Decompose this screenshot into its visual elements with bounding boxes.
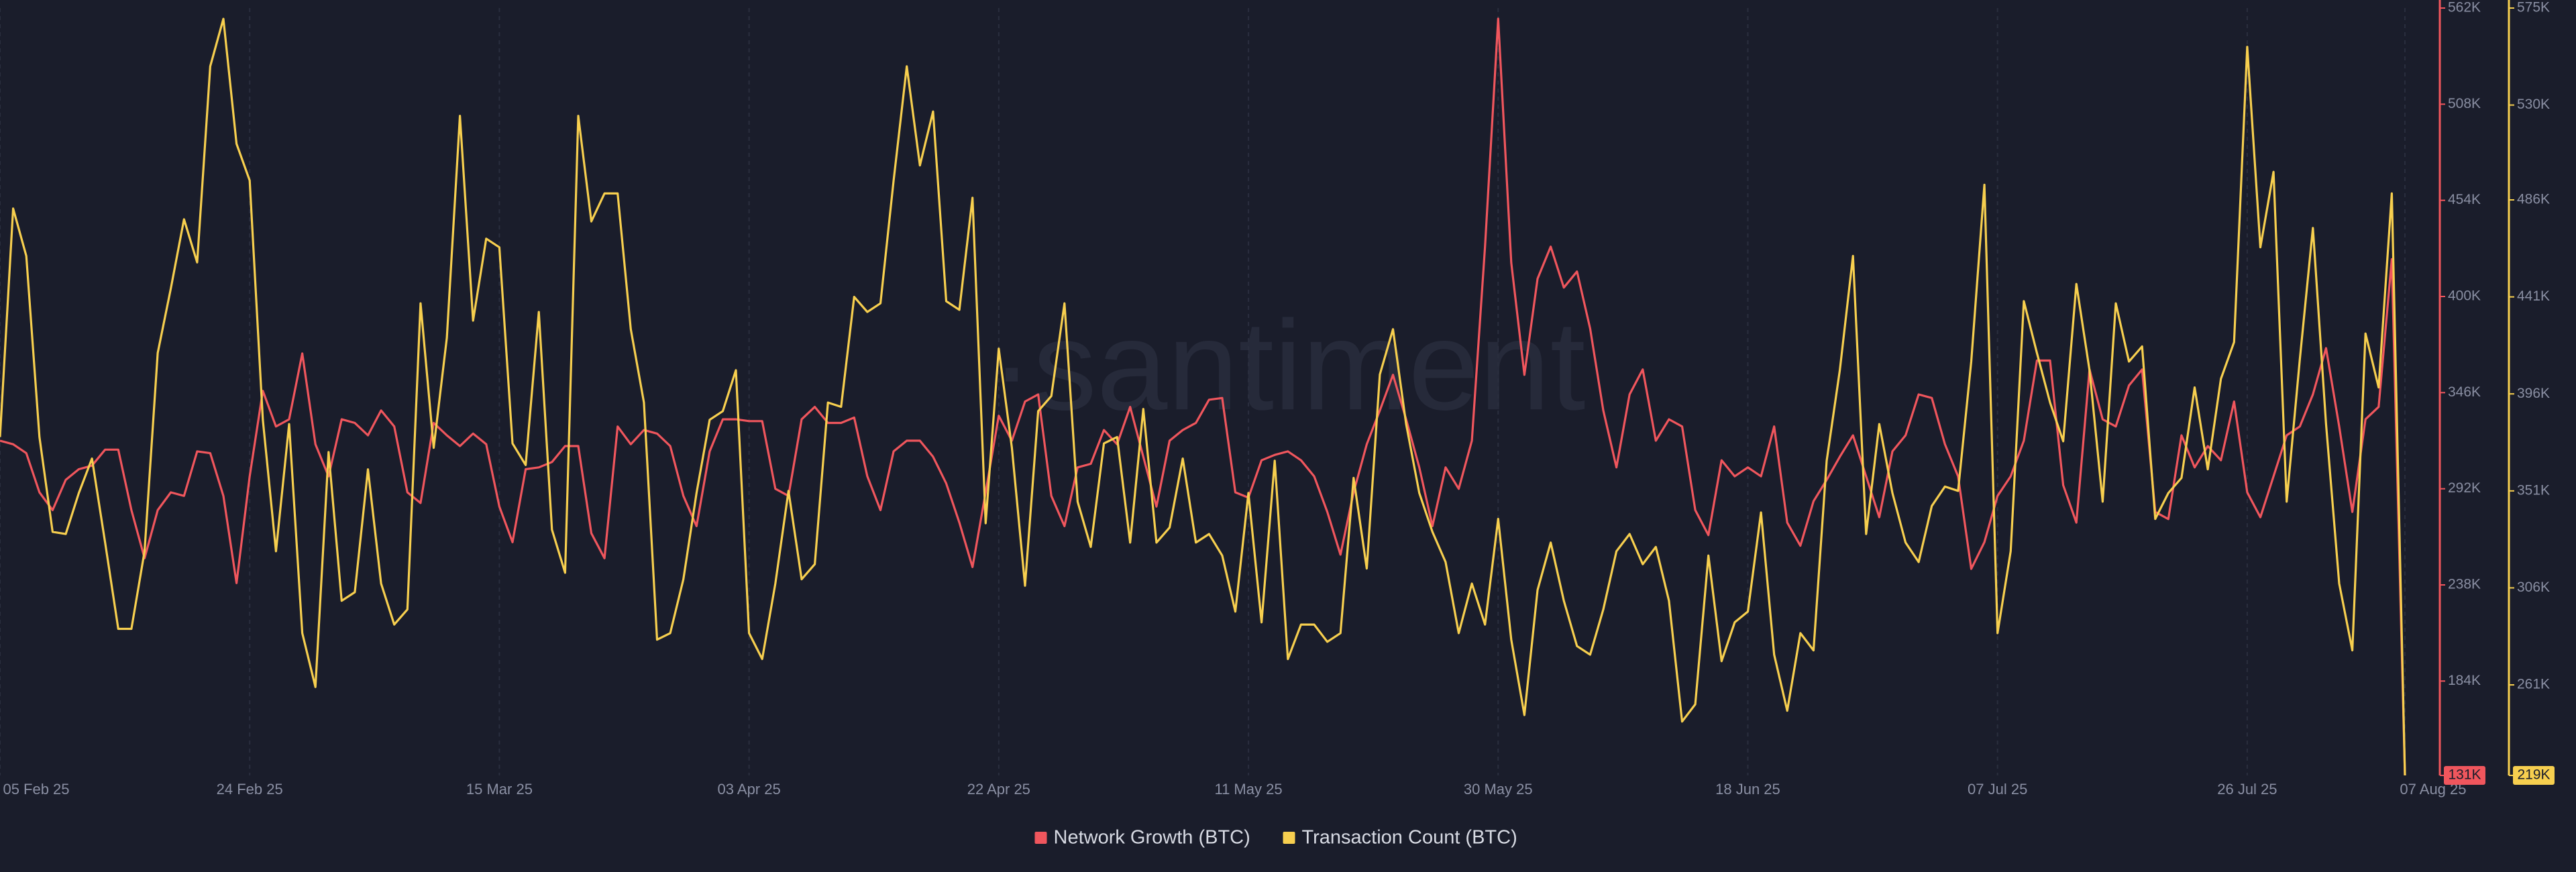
x-tick-label: 15 Mar 25 <box>466 781 533 798</box>
y-tick-label: 184K <box>2448 673 2481 688</box>
legend-label[interactable]: Network Growth (BTC) <box>1054 827 1250 849</box>
y-tick-label: 261K <box>2517 677 2550 692</box>
legend-swatch[interactable] <box>1034 832 1047 844</box>
legend-label[interactable]: Transaction Count (BTC) <box>1302 827 1517 849</box>
y-tick-label: 508K <box>2448 96 2481 111</box>
watermark: ·santiment <box>990 294 1585 437</box>
y-tick-label: 530K <box>2517 97 2550 112</box>
y-tick-label: 486K <box>2517 192 2550 207</box>
y-tick-label: 292K <box>2448 480 2481 496</box>
y-tick-label: 346K <box>2448 384 2481 400</box>
legend-swatch[interactable] <box>1283 832 1295 844</box>
x-tick-label: 22 Apr 25 <box>967 781 1030 798</box>
x-tick-label: 26 Jul 25 <box>2217 781 2277 798</box>
y-tick-label: 400K <box>2448 288 2481 304</box>
y-badge <box>2513 766 2555 785</box>
y-tick-label: 441K <box>2517 288 2550 304</box>
y-tick-label: 575K <box>2517 0 2550 15</box>
x-tick-label: 05 Feb 25 <box>3 781 69 798</box>
x-tick-label: 07 Jul 25 <box>1968 781 2027 798</box>
y-tick-label: 238K <box>2448 577 2481 592</box>
y-tick-label: 306K <box>2517 580 2550 595</box>
y-tick-label: 131K <box>2448 767 2481 783</box>
y-tick-label: 219K <box>2517 767 2550 783</box>
series-line <box>0 17 2406 776</box>
x-tick-label: 24 Feb 25 <box>217 781 283 798</box>
y-tick-label: 454K <box>2448 192 2481 207</box>
y-badge <box>2444 766 2485 785</box>
x-tick-label: 03 Apr 25 <box>718 781 781 798</box>
x-tick-label: 30 May 25 <box>1464 781 1533 798</box>
y-tick-label: 351K <box>2517 482 2550 498</box>
y-tick-label: 562K <box>2448 0 2481 15</box>
series-line <box>0 17 2406 776</box>
x-tick-label: 18 Jun 25 <box>1715 781 1780 798</box>
x-tick-label: 11 May 25 <box>1214 781 1282 798</box>
y-tick-label: 396K <box>2517 386 2550 401</box>
